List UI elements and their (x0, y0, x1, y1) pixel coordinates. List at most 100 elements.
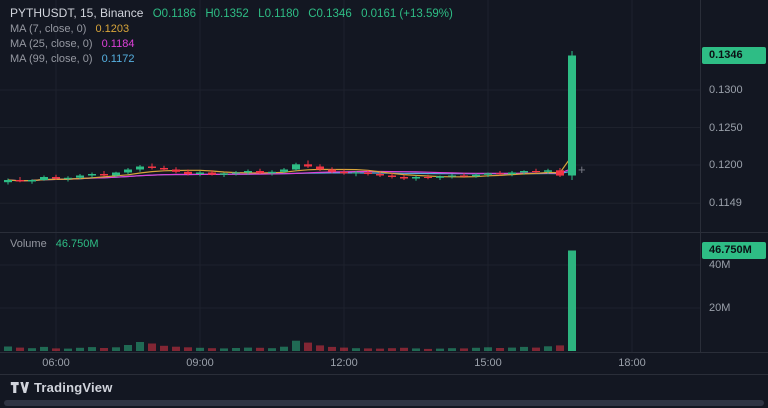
ma25-value: 0.1184 (101, 38, 135, 50)
volume-bar (340, 347, 348, 351)
volume-axis-label: 20M (709, 302, 731, 314)
volume-indicator-row[interactable]: Volume 46.750M (10, 238, 99, 250)
symbol-title[interactable]: PYTHUSDT, 15, Binance (10, 6, 144, 20)
candle (400, 177, 408, 179)
volume-bar (376, 348, 384, 351)
candle (484, 173, 492, 175)
volume-bar (244, 347, 252, 351)
volume-bar (448, 348, 456, 351)
footer-bar: TradingView (0, 375, 768, 408)
volume-bar (556, 345, 564, 351)
candle (328, 169, 336, 172)
volume-bar (460, 348, 468, 351)
price-axis-label: 0.1200 (709, 159, 743, 171)
candle (556, 170, 564, 176)
volume-bar (112, 347, 120, 351)
volume-value: 46.750M (55, 238, 99, 250)
candle (124, 169, 132, 173)
candle (544, 170, 552, 172)
volume-bar (568, 250, 576, 351)
candle (196, 172, 204, 174)
volume-bar (424, 348, 432, 351)
candle (52, 177, 60, 179)
ohlc-high: H0.1352 (205, 8, 249, 20)
candle (76, 175, 84, 178)
candle (160, 168, 168, 170)
volume-bar (52, 348, 60, 351)
volume-bar (304, 342, 312, 351)
candle (424, 177, 432, 178)
volume-bar (28, 348, 36, 351)
volume-bar (280, 346, 288, 351)
volume-bar (196, 347, 204, 351)
tradingview-logo[interactable]: TradingView (10, 380, 113, 395)
add-alert-plus-icon[interactable]: + (578, 162, 586, 177)
candle (364, 172, 372, 174)
ohlc-close: C0.1346 (308, 8, 352, 20)
volume-bar (484, 347, 492, 351)
candle (88, 174, 96, 176)
candle (244, 171, 252, 173)
candle (376, 174, 384, 176)
candle (40, 177, 48, 180)
volume-bar (232, 348, 240, 351)
volume-bar (184, 347, 192, 351)
price-axis[interactable]: 0.1346 46.750M 0.1300 0.1250 0.1200 0.1149 4… (701, 0, 768, 352)
candle (520, 171, 528, 173)
candle (460, 175, 468, 177)
candle (388, 175, 396, 177)
ohlc-low: L0.1180 (258, 8, 299, 20)
volume-bar (328, 346, 336, 351)
volume-bar (292, 340, 300, 351)
candle (112, 172, 120, 176)
candle (304, 164, 312, 167)
footer-separator (0, 374, 768, 375)
ma7-line[interactable] (7, 155, 573, 182)
indicator-row-ma99[interactable]: MA (99, close, 0) 0.1172 (10, 53, 453, 65)
price-axis-separator (700, 0, 701, 352)
volume-bar (256, 347, 264, 351)
volume-bar (208, 348, 216, 351)
indicator-row-ma25[interactable]: MA (25, close, 0) 0.1184 (10, 38, 453, 50)
volume-bar (88, 347, 96, 351)
volume-bar (544, 346, 552, 351)
candle (172, 169, 180, 172)
volume-bar (400, 347, 408, 351)
time-axis-separator (0, 352, 768, 353)
volume-bar (124, 345, 132, 351)
time-axis-label: 18:00 (618, 357, 646, 369)
volume-label: Volume (10, 238, 47, 250)
volume-bar (100, 348, 108, 351)
price-axis-label: 0.1300 (709, 84, 743, 96)
volume-bar (40, 346, 48, 351)
horizontal-scrollbar[interactable] (4, 400, 764, 406)
price-axis-label: 0.1250 (709, 122, 743, 134)
candle (16, 180, 24, 182)
candle (496, 173, 504, 175)
ma25-label: MA (25, close, 0) (10, 38, 93, 50)
time-axis-label: 09:00 (186, 357, 214, 369)
volume-bar (220, 348, 228, 351)
candle (412, 177, 420, 179)
ohlc-open: O0.1186 (152, 8, 196, 20)
volume-bar (172, 346, 180, 351)
chart-legend: PYTHUSDT, 15, Binance O0.1186 H0.1352 L0… (10, 6, 453, 65)
last-volume-badge: 46.750M (702, 242, 766, 259)
candle (532, 171, 540, 172)
pane-separator[interactable] (0, 232, 768, 233)
price-axis-label: 0.1149 (709, 197, 742, 209)
candle (448, 175, 456, 177)
last-price-badge: 0.1346 (702, 47, 766, 64)
indicator-row-ma7[interactable]: MA (7, close, 0) 0.1203 (10, 23, 453, 35)
time-axis[interactable]: 06:00 09:00 12:00 15:00 18:00 (0, 353, 700, 374)
volume-bar (4, 346, 12, 351)
symbol-row[interactable]: PYTHUSDT, 15, Binance O0.1186 H0.1352 L0… (10, 6, 453, 20)
ma25-line[interactable] (7, 167, 573, 182)
candle (184, 171, 192, 174)
tradingview-logo-text: TradingView (34, 380, 113, 395)
volume-bar (136, 342, 144, 351)
volume-bar (364, 348, 372, 351)
time-axis-label: 06:00 (42, 357, 70, 369)
candle (472, 174, 480, 177)
